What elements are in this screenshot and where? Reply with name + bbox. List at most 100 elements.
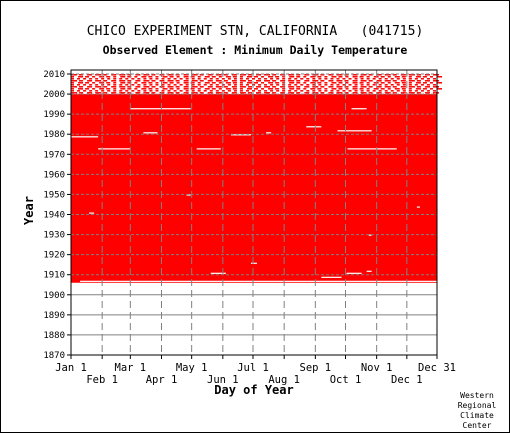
x-tick-label: Oct 1 — [330, 374, 362, 386]
data-cell-sparse — [330, 90, 334, 92]
data-cell-sparse — [101, 84, 105, 86]
data-cell-sparse — [167, 92, 174, 94]
x-tick-label: Jan 1 — [55, 362, 87, 374]
y-tick-label: 1870 — [43, 351, 65, 361]
data-cell-sparse — [272, 80, 277, 82]
data-cell-sparse — [85, 82, 90, 84]
credit-line: Climate — [460, 411, 494, 420]
data-cell-sparse — [227, 84, 231, 86]
data-cell-sparse — [135, 92, 141, 94]
y-tick-label: 1980 — [43, 130, 65, 140]
data-cell-sparse — [231, 86, 237, 88]
data-cell-sparse — [113, 84, 117, 86]
data-cell-sparse — [426, 78, 430, 80]
data-cell-sparse — [312, 80, 319, 82]
data-cell-sparse — [209, 90, 213, 92]
data-cell-sparse — [359, 88, 364, 90]
data-cell-sparse — [113, 90, 117, 92]
data-cell-sparse — [143, 86, 150, 88]
data-cell-sparse — [264, 86, 271, 88]
data-cell-sparse — [161, 90, 165, 92]
data-cell-sparse — [155, 78, 159, 80]
data-cell-sparse — [175, 80, 180, 82]
data-cell-sparse — [317, 76, 322, 78]
data-cell-sparse — [387, 82, 391, 84]
data-cell-sparse — [376, 74, 382, 76]
data-cell-sparse — [209, 78, 213, 80]
data-cell-sparse — [169, 88, 174, 90]
y-tick-label: 2000 — [43, 90, 65, 100]
data-cell-sparse — [276, 78, 280, 80]
data-cell-sparse — [203, 78, 207, 80]
data-cell-sparse — [296, 92, 301, 94]
data-cell-sparse — [272, 92, 277, 94]
data-cell-sparse — [415, 82, 421, 84]
data-cell-sparse — [204, 82, 210, 84]
data-cell-sparse — [384, 80, 391, 82]
data-cell-sparse — [113, 78, 117, 80]
data-cell-sparse — [141, 88, 147, 90]
data-cell-sparse — [247, 80, 252, 82]
missing-segment — [210, 272, 226, 274]
data-cell-sparse — [209, 84, 213, 86]
data-cell-sparse — [437, 76, 443, 78]
data-cell-sparse — [149, 90, 153, 92]
data-cell-sparse — [390, 78, 394, 80]
data-cell-sparse — [408, 80, 415, 82]
data-cell-sparse — [320, 80, 325, 82]
data-cell-sparse — [380, 82, 385, 84]
data-cell-sparse — [71, 84, 75, 86]
data-cell-sparse — [320, 86, 325, 88]
data-cell-sparse — [384, 92, 391, 94]
data-cell-sparse — [280, 80, 286, 82]
missing-segment — [347, 148, 397, 150]
data-cell-sparse — [288, 92, 295, 94]
data-cell-sparse — [215, 92, 222, 94]
data-cell-sparse — [268, 76, 274, 78]
data-cell-sparse — [282, 84, 286, 86]
data-cell-sparse — [199, 86, 204, 88]
data-cell-sparse — [317, 88, 322, 90]
data-cell-sparse — [79, 92, 84, 94]
y-tick-label: 1920 — [43, 251, 65, 261]
data-cell-sparse — [151, 86, 156, 88]
data-cell-sparse — [372, 90, 376, 92]
data-cell-sparse — [256, 86, 262, 88]
data-cell-sparse — [197, 76, 201, 78]
y-tick-label: 1910 — [43, 271, 65, 281]
data-cell-sparse — [190, 88, 195, 90]
data-cell-sparse — [239, 80, 246, 82]
data-cell-sparse — [384, 84, 388, 86]
data-cell-sparse — [352, 82, 358, 84]
data-cell-sparse — [366, 78, 370, 80]
data-cell-sparse — [101, 78, 105, 80]
data-cell-sparse — [264, 74, 271, 76]
data-cell-sparse — [155, 88, 159, 90]
data-cell-sparse — [328, 80, 334, 82]
data-cell-sparse — [256, 92, 262, 94]
data-cell-sparse — [87, 80, 93, 82]
data-cell-sparse — [120, 88, 126, 90]
x-tick-label: Aug 1 — [268, 374, 300, 386]
data-cell-sparse — [159, 92, 165, 94]
data-cell-sparse — [368, 86, 373, 88]
data-cell-sparse — [143, 84, 147, 86]
data-cell-sparse — [420, 78, 424, 80]
data-cell-sparse — [103, 80, 108, 82]
data-cell-sparse — [77, 90, 81, 92]
data-cell-sparse — [288, 78, 292, 80]
data-cell-sparse — [246, 82, 252, 84]
data-cell-sparse — [336, 84, 340, 86]
data-cell-sparse — [254, 82, 259, 84]
y-tick-label: 1940 — [43, 211, 65, 221]
data-cell-sparse — [354, 90, 358, 92]
data-cell-sparse — [167, 80, 174, 82]
data-cell-sparse — [336, 86, 343, 88]
data-cell-sparse — [87, 74, 93, 76]
data-cell-sparse — [324, 88, 328, 90]
data-cell-sparse — [359, 82, 364, 84]
data-cell-sparse — [151, 92, 156, 94]
data-cell-sparse — [394, 82, 400, 84]
data-cell-sparse — [378, 78, 382, 80]
data-cell-sparse — [247, 86, 252, 88]
